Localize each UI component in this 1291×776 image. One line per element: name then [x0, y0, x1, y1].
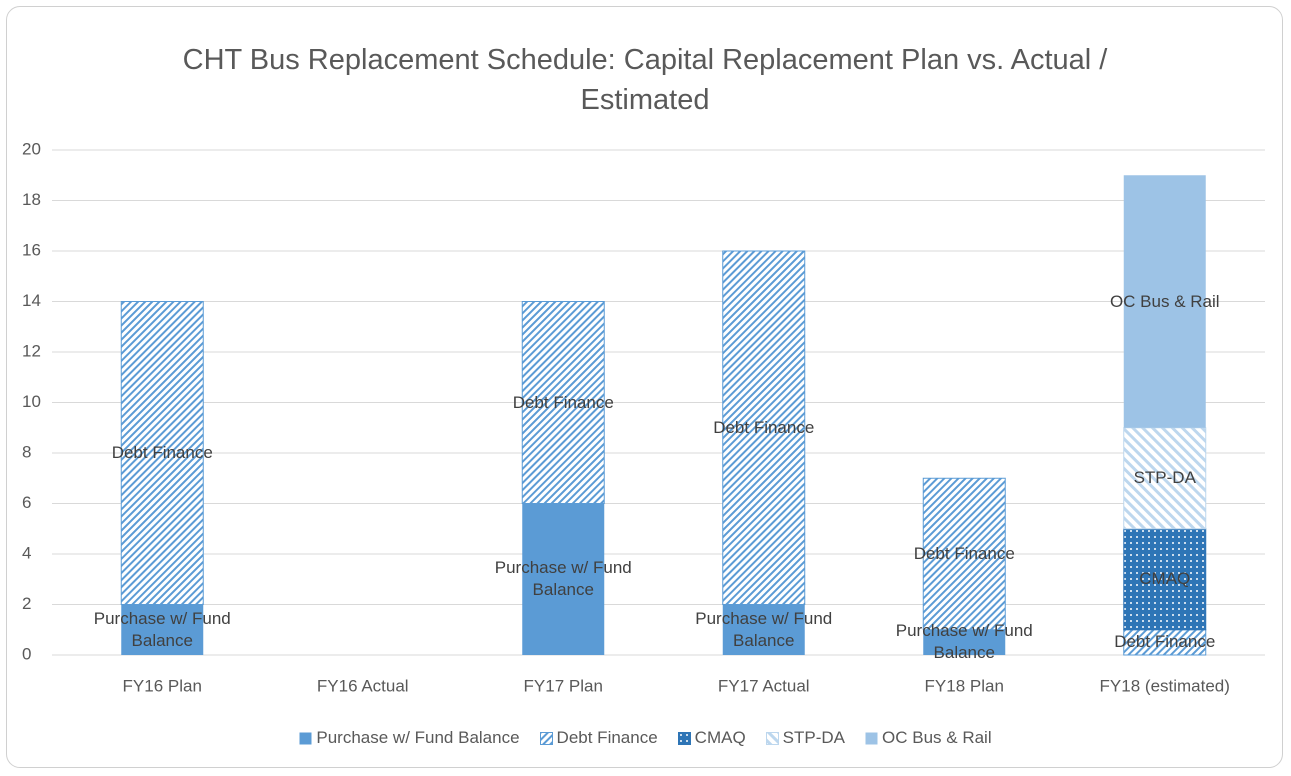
- bar-segment: [722, 250, 806, 605]
- legend-swatch-fill: [299, 732, 312, 744]
- legend-swatch: [299, 732, 312, 744]
- legend-item: STP-DA: [765, 728, 846, 748]
- legend-label: STP-DA: [782, 728, 846, 747]
- legend-swatch: [765, 731, 779, 745]
- y-tick-label: 4: [22, 543, 31, 562]
- legend-label: CMAQ: [694, 728, 746, 747]
- legend-item: Purchase w/ Fund Balance: [299, 728, 520, 748]
- data-label: Purchase w/ Fund Balance: [93, 608, 231, 650]
- legend-label: OC Bus & Rail: [882, 728, 992, 747]
- y-tick-label: 8: [22, 442, 31, 461]
- bar-segment: [521, 301, 605, 504]
- y-tick-label: 16: [22, 240, 41, 259]
- data-label: Debt Finance: [913, 544, 1015, 563]
- x-tick-label: FY16 Plan: [123, 676, 202, 695]
- data-label: Debt Finance: [1114, 632, 1216, 652]
- legend-item: CMAQ: [677, 728, 746, 748]
- bar-segment: [1123, 175, 1206, 428]
- bar-segment: [1123, 629, 1207, 656]
- legend-label: Purchase w/ Fund Balance: [316, 728, 520, 747]
- legend-swatch-fill: [765, 731, 779, 745]
- y-tick-label: 20: [22, 139, 41, 158]
- chart-frame: [6, 6, 1283, 768]
- bar-segment: [522, 503, 605, 655]
- data-label: OC Bus & Rail: [1109, 291, 1220, 311]
- data-label: Purchase w/ Fund Balance: [895, 621, 1033, 663]
- y-tick-label: 2: [22, 594, 31, 613]
- legend: Purchase w/ Fund Balance Debt Finance CMAQ…: [0, 728, 1291, 748]
- bar-segment: [1123, 427, 1207, 530]
- legend-item: Debt Finance: [539, 728, 658, 748]
- legend-swatch: [865, 732, 878, 744]
- bar-segment: [1123, 528, 1207, 631]
- y-tick-label: 12: [22, 341, 41, 360]
- x-tick-label: FY17 Actual: [718, 676, 810, 695]
- legend-label: Debt Finance: [556, 728, 658, 747]
- legend-swatch: [677, 731, 691, 745]
- data-label: Purchase w/ Fund Balance: [695, 608, 833, 650]
- y-tick-label: 6: [22, 493, 31, 512]
- x-tick-label: FY16 Actual: [317, 676, 409, 695]
- chart-title: CHT Bus Replacement Schedule: Capital Re…: [182, 44, 1108, 116]
- legend-swatch-fill: [677, 731, 691, 745]
- y-tick-label: 10: [22, 392, 41, 411]
- legend-swatch: [539, 731, 553, 745]
- x-tick-label: FY18 Plan: [925, 676, 1004, 695]
- data-label: CMAQ: [1139, 569, 1191, 589]
- bar-segment: [121, 604, 204, 655]
- bar-segment: [923, 629, 1006, 655]
- data-label: Debt Finance: [713, 417, 815, 437]
- data-label: STP-DA: [1133, 468, 1196, 488]
- bar-segment: [922, 477, 1006, 631]
- legend-item: OC Bus & Rail: [865, 728, 992, 748]
- data-label: Debt Finance: [111, 443, 213, 462]
- bar-segment: [722, 604, 805, 655]
- bar-segment: [120, 301, 204, 605]
- legend-swatch-fill: [539, 731, 553, 745]
- legend-swatch-fill: [865, 732, 878, 744]
- data-label: Purchase w/ Fund Balance: [494, 558, 632, 600]
- y-tick-label: 0: [22, 644, 31, 663]
- x-tick-label: FY18 (estimated): [1100, 676, 1230, 695]
- y-tick-label: 14: [22, 291, 41, 310]
- data-label: Debt Finance: [512, 392, 614, 412]
- y-tick-label: 18: [22, 190, 41, 209]
- x-tick-label: FY17 Plan: [524, 676, 603, 695]
